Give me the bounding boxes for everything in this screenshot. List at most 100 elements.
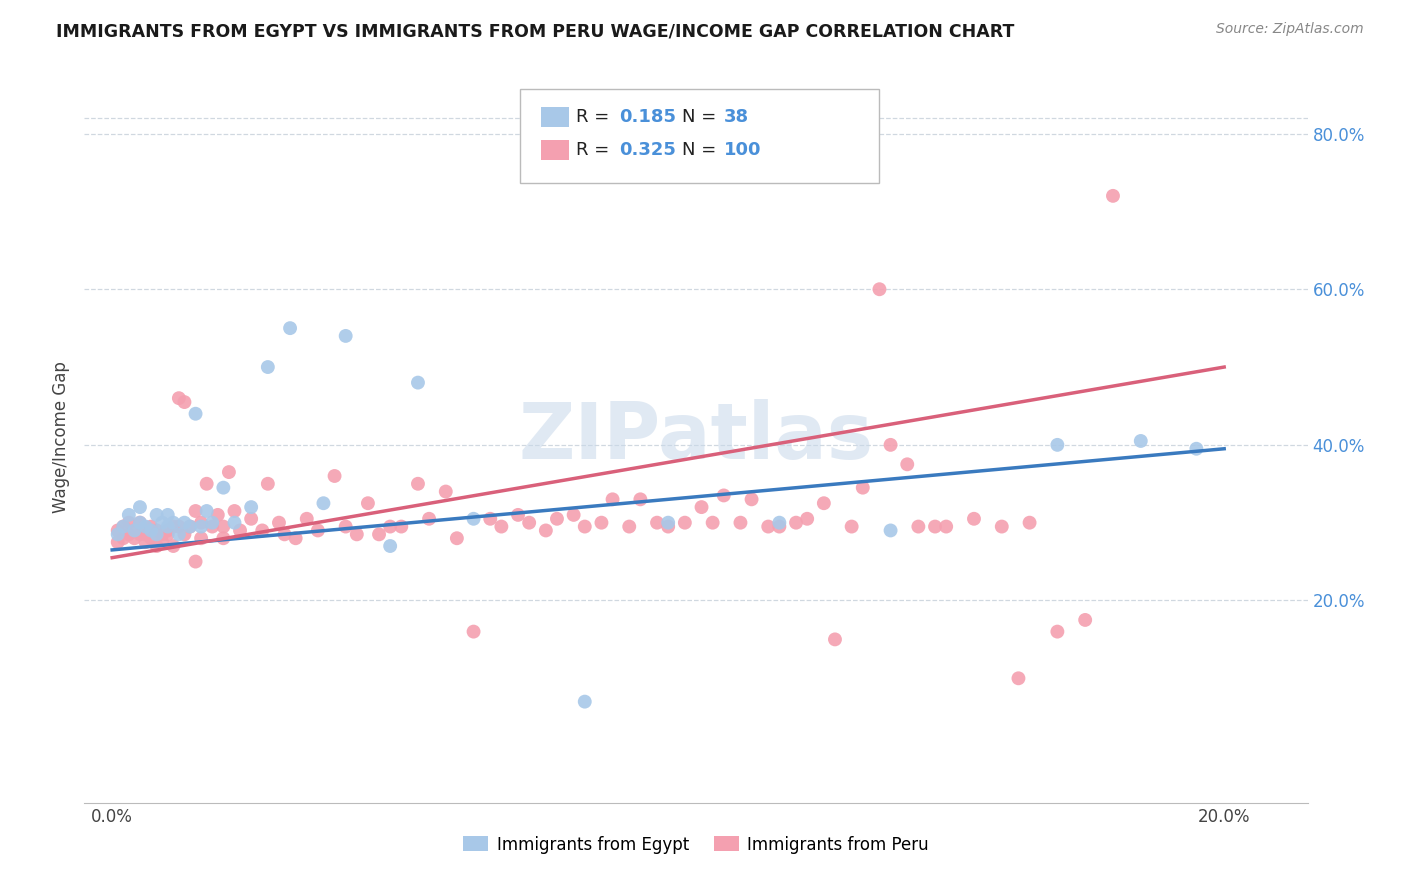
Point [673, 516, 696, 530]
Point [312, 496, 335, 510]
Point [167, 519, 190, 533]
Point [190, 531, 212, 545]
Point [212, 531, 235, 545]
Point [463, 512, 485, 526]
Point [619, 519, 641, 533]
Point [129, 516, 152, 530]
Point [195, 504, 218, 518]
Point [107, 527, 129, 541]
Point [207, 508, 229, 522]
Point [201, 519, 224, 533]
Point [1007, 671, 1029, 685]
Point [218, 465, 240, 479]
Point [1074, 613, 1097, 627]
Point [257, 476, 280, 491]
Point [602, 492, 624, 507]
Point [107, 535, 129, 549]
Point [156, 519, 179, 533]
Point [224, 516, 246, 530]
Point [389, 519, 412, 533]
Point [173, 395, 195, 409]
Text: 100: 100 [724, 141, 762, 159]
Point [406, 476, 429, 491]
Point [112, 519, 135, 533]
Point [145, 527, 167, 541]
Point [240, 500, 263, 515]
Point [628, 492, 651, 507]
Point [1046, 624, 1069, 639]
Point [357, 496, 380, 510]
Point [1129, 434, 1152, 448]
Text: 0.325: 0.325 [619, 141, 675, 159]
Point [118, 516, 141, 530]
Point [896, 458, 918, 472]
Point [295, 512, 318, 526]
Point [179, 519, 201, 533]
Point [156, 508, 179, 522]
Point [645, 516, 668, 530]
Point [212, 519, 235, 533]
Point [841, 519, 863, 533]
Point [145, 524, 167, 538]
Point [463, 624, 485, 639]
Point [179, 519, 201, 533]
Point [273, 527, 295, 541]
Point [118, 527, 141, 541]
Point [267, 516, 290, 530]
Point [813, 496, 835, 510]
Point [768, 516, 790, 530]
Point [150, 516, 173, 530]
Point [190, 519, 212, 533]
Point [129, 516, 152, 530]
Point [1018, 516, 1040, 530]
Point [195, 476, 218, 491]
Point [129, 527, 152, 541]
Point [741, 492, 763, 507]
Point [284, 531, 307, 545]
Point [368, 527, 391, 541]
Y-axis label: Wage/Income Gap: Wage/Income Gap [52, 361, 70, 513]
Point [139, 531, 162, 545]
Point [124, 524, 146, 538]
Point [730, 516, 752, 530]
Text: Source: ZipAtlas.com: Source: ZipAtlas.com [1216, 22, 1364, 37]
Point [852, 481, 875, 495]
Point [162, 519, 184, 533]
Point [201, 516, 224, 530]
Point [167, 527, 190, 541]
Point [506, 508, 529, 522]
Point [869, 282, 891, 296]
Point [768, 519, 790, 533]
Point [434, 484, 457, 499]
Text: 38: 38 [724, 108, 749, 126]
Point [824, 632, 846, 647]
Point [135, 535, 157, 549]
Point [278, 321, 301, 335]
Point [879, 524, 901, 538]
Text: R =: R = [576, 141, 616, 159]
Point [796, 512, 818, 526]
Point [1046, 438, 1069, 452]
Point [479, 512, 502, 526]
Point [156, 524, 179, 538]
Point [907, 519, 929, 533]
Point [657, 516, 679, 530]
Text: ZIPatlas: ZIPatlas [519, 399, 873, 475]
Point [335, 329, 357, 343]
Point [145, 508, 167, 522]
Point [257, 359, 280, 374]
Point [112, 519, 135, 533]
Point [124, 524, 146, 538]
Point [173, 516, 195, 530]
Text: R =: R = [576, 108, 616, 126]
Point [167, 391, 190, 405]
Legend: Immigrants from Egypt, Immigrants from Peru: Immigrants from Egypt, Immigrants from P… [457, 829, 935, 860]
Point [574, 519, 596, 533]
Point [380, 519, 402, 533]
Text: IMMIGRANTS FROM EGYPT VS IMMIGRANTS FROM PERU WAGE/INCOME GAP CORRELATION CHART: IMMIGRANTS FROM EGYPT VS IMMIGRANTS FROM… [56, 22, 1015, 40]
Point [785, 516, 807, 530]
Point [991, 519, 1014, 533]
Point [517, 516, 540, 530]
Point [139, 519, 162, 533]
Point [657, 519, 679, 533]
